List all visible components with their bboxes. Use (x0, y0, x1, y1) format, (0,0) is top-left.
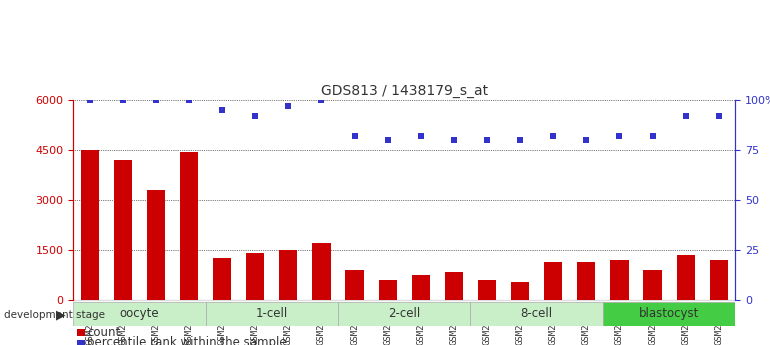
Bar (445, 272, 463, 300)
Bar (147, 190, 165, 300)
Bar (611, 260, 628, 300)
Bar (478, 280, 496, 300)
Bar (710, 260, 728, 300)
Point (680, 113, 692, 119)
Point (713, 113, 725, 119)
Bar (114, 160, 132, 300)
Point (282, 103, 294, 109)
Point (448, 137, 460, 143)
Bar (470, 302, 603, 326)
Text: count: count (87, 326, 120, 339)
Bar (544, 262, 562, 300)
Point (547, 133, 560, 139)
Point (84, 97, 96, 103)
Text: development stage: development stage (4, 310, 105, 319)
Point (316, 97, 328, 103)
Point (348, 133, 360, 139)
Bar (603, 302, 735, 326)
Point (514, 137, 527, 143)
Point (480, 137, 494, 143)
Bar (578, 262, 595, 300)
Text: 8-cell: 8-cell (521, 307, 553, 321)
Bar (412, 275, 430, 300)
Point (382, 137, 394, 143)
Bar (346, 270, 363, 300)
Bar (511, 282, 529, 300)
Point (183, 97, 196, 103)
Bar (644, 270, 661, 300)
Title: GDS813 / 1438179_s_at: GDS813 / 1438179_s_at (320, 83, 488, 98)
Text: percentile rank within the sample: percentile rank within the sample (87, 336, 286, 345)
Text: 1-cell: 1-cell (256, 307, 288, 321)
Point (614, 133, 626, 139)
Bar (213, 258, 231, 300)
Bar (313, 244, 330, 300)
Bar (338, 302, 470, 326)
Bar (81, 150, 99, 300)
Point (149, 97, 162, 103)
Point (415, 133, 427, 139)
Point (581, 137, 593, 143)
Text: oocyte: oocyte (119, 307, 159, 321)
Text: blastocyst: blastocyst (639, 307, 699, 321)
Bar (280, 250, 297, 300)
Bar (246, 254, 264, 300)
Bar (206, 302, 338, 326)
Point (216, 107, 229, 113)
Bar (73, 302, 206, 326)
Bar (677, 255, 695, 300)
Text: ▶: ▶ (56, 308, 65, 321)
Point (117, 97, 129, 103)
Bar (379, 280, 397, 300)
Bar (180, 152, 198, 300)
Text: 2-cell: 2-cell (388, 307, 420, 321)
Point (249, 113, 262, 119)
Point (647, 133, 659, 139)
